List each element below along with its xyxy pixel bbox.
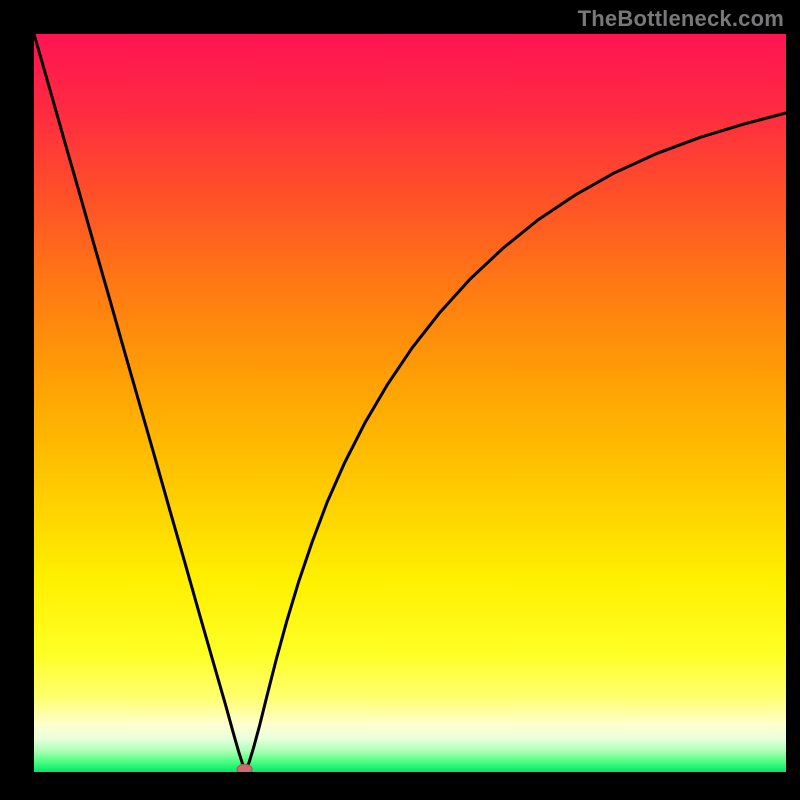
watermark-text: TheBottleneck.com bbox=[578, 6, 784, 32]
plot-area bbox=[34, 34, 786, 772]
chart-svg bbox=[34, 34, 786, 772]
frame-right bbox=[786, 0, 800, 800]
optimum-marker bbox=[237, 764, 252, 772]
frame-bottom bbox=[0, 772, 800, 800]
chart-background bbox=[34, 34, 786, 772]
frame-left bbox=[0, 0, 34, 800]
